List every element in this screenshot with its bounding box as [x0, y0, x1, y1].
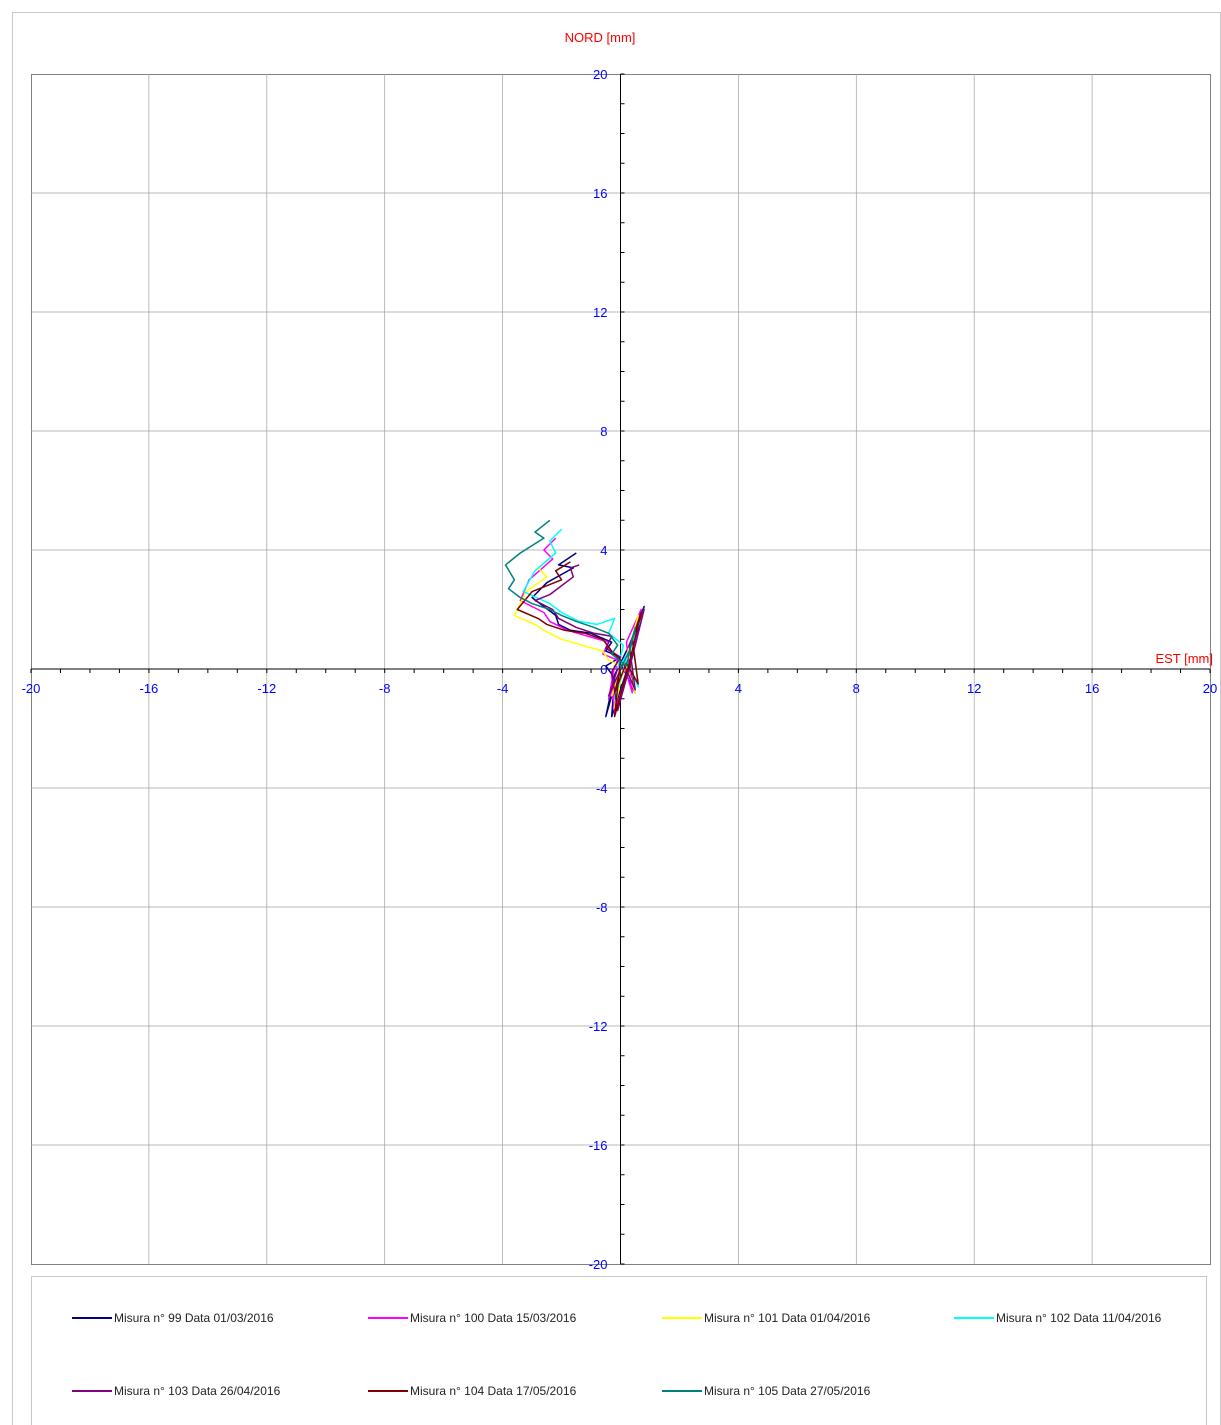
x-tick-label: 16 [1085, 681, 1099, 696]
x-tick-label: -12 [257, 681, 276, 696]
legend-item: Misura n° 101 Data 01/04/2016 [662, 1311, 870, 1325]
legend-item: Misura n° 105 Data 27/05/2016 [662, 1384, 870, 1398]
x-tick-label: -8 [379, 681, 391, 696]
legend: Misura n° 99 Data 01/03/2016 Misura n° 10… [31, 1276, 1207, 1425]
y-tick-label: 0 [600, 662, 607, 677]
y-tick-label: 12 [593, 305, 607, 320]
y-tick-label: -20 [589, 1257, 608, 1272]
series-line [504, 519, 636, 670]
legend-label: Misura n° 99 Data 01/03/2016 [114, 1311, 274, 1325]
x-tick-label: 12 [967, 681, 981, 696]
legend-label: Misura n° 105 Data 27/05/2016 [704, 1384, 871, 1398]
x-tick-label: 4 [735, 681, 742, 696]
legend-label: Misura n° 101 Data 01/04/2016 [704, 1311, 871, 1325]
y-axis-label: NORD [mm] [565, 30, 636, 45]
legend-swatch [368, 1390, 408, 1392]
x-tick-label: 20 [1203, 681, 1217, 696]
x-axis-label: EST [mm] [1155, 651, 1213, 666]
x-tick-label: -4 [497, 681, 509, 696]
y-tick-label: 4 [600, 543, 607, 558]
legend-swatch [72, 1390, 112, 1392]
x-tick-label: 8 [853, 681, 860, 696]
y-tick-label: 20 [593, 67, 607, 82]
legend-swatch [662, 1390, 702, 1392]
series-lines [504, 519, 645, 718]
y-tick-label: -12 [589, 1019, 608, 1034]
legend-swatch [368, 1317, 408, 1319]
legend-label: Misura n° 102 Data 11/04/2016 [996, 1311, 1162, 1325]
legend-swatch [954, 1317, 994, 1319]
tick-labels: -20 -16 -12 -8 -4 0 4 8 12 16 20201612840-4-8-12-1… [22, 67, 1218, 1272]
legend-item: Misura n° 104 Data 17/05/2016 [368, 1384, 576, 1398]
y-tick-label: -16 [589, 1138, 608, 1153]
legend-item: Misura n° 100 Data 15/03/2016 [368, 1311, 576, 1325]
y-tick-label: -4 [596, 781, 608, 796]
legend-swatch [72, 1317, 112, 1319]
series-line [516, 561, 642, 718]
legend-label: Misura n° 103 Data 26/04/2016 [114, 1384, 281, 1398]
y-tick-label: -8 [596, 900, 608, 915]
x-tick-label: -16 [140, 681, 159, 696]
legend-label: Misura n° 100 Data 15/03/2016 [410, 1311, 577, 1325]
y-tick-label: 8 [600, 424, 607, 439]
legend-item: Misura n° 99 Data 01/03/2016 [72, 1311, 274, 1325]
legend-label: Misura n° 104 Data 17/05/2016 [410, 1384, 577, 1398]
legend-item: Misura n° 102 Data 11/04/2016 [954, 1311, 1161, 1325]
y-tick-label: 16 [593, 186, 607, 201]
legend-item: Misura n° 103 Data 26/04/2016 [72, 1384, 280, 1398]
x-tick-label: -20 [22, 681, 41, 696]
legend-swatch [662, 1317, 702, 1319]
